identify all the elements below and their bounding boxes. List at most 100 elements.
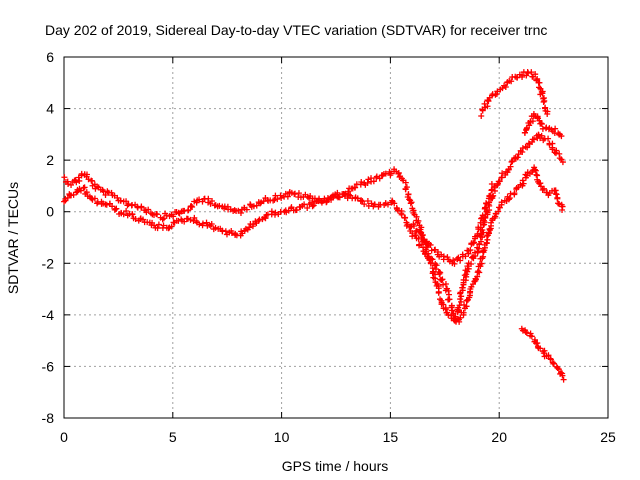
x-tick-label: 25 — [600, 429, 616, 445]
data-point — [528, 333, 535, 340]
data-point — [170, 213, 177, 220]
data-point — [160, 222, 167, 229]
data-point — [113, 205, 120, 212]
data-point — [165, 225, 172, 232]
data-point — [253, 202, 260, 209]
data-marks — [61, 68, 567, 383]
data-point — [370, 178, 377, 185]
y-tick-label: -2 — [42, 255, 55, 271]
data-point — [68, 181, 75, 188]
data-point — [531, 166, 538, 173]
data-point — [271, 196, 278, 203]
data-point — [255, 217, 262, 224]
data-point — [209, 198, 216, 205]
data-point — [391, 200, 398, 207]
data-point — [460, 309, 467, 316]
data-point — [533, 340, 540, 347]
data-point — [525, 70, 532, 77]
data-point — [458, 298, 465, 305]
data-point — [438, 277, 445, 284]
data-point — [336, 194, 343, 201]
data-point — [332, 191, 339, 198]
data-point — [468, 261, 475, 268]
y-tick-label: -4 — [42, 307, 55, 323]
data-point — [358, 178, 365, 185]
data-point — [451, 260, 458, 267]
data-point — [120, 211, 127, 218]
data-point — [387, 170, 394, 177]
data-point — [439, 276, 446, 283]
series-trace-e — [521, 110, 565, 140]
data-point — [496, 178, 503, 185]
data-point — [547, 356, 554, 363]
data-point — [519, 177, 526, 184]
y-tick-label: 0 — [46, 204, 54, 220]
data-point — [538, 132, 545, 139]
data-point — [541, 185, 548, 192]
data-point — [65, 180, 72, 187]
data-point — [159, 216, 166, 223]
data-point — [507, 163, 514, 170]
data-point — [432, 266, 439, 273]
data-point — [364, 198, 371, 205]
data-point — [554, 365, 561, 372]
data-point — [83, 189, 90, 196]
data-point — [546, 141, 553, 148]
series-trace-a — [61, 131, 566, 325]
data-point — [459, 284, 466, 291]
x-tick-label: 15 — [383, 429, 399, 445]
data-point — [506, 195, 513, 202]
data-point — [125, 201, 132, 208]
data-point — [228, 229, 235, 236]
series-trace-c — [408, 180, 495, 267]
data-point — [476, 269, 483, 276]
data-point — [522, 329, 529, 336]
series-trace-f — [518, 325, 567, 383]
data-point — [511, 190, 518, 197]
data-point — [508, 158, 515, 165]
data-point — [435, 289, 442, 296]
data-point — [155, 221, 162, 228]
data-point — [479, 247, 486, 254]
data-point — [454, 255, 461, 262]
data-point — [249, 223, 256, 230]
data-point — [364, 180, 371, 187]
data-point — [361, 201, 368, 208]
data-point — [513, 74, 520, 81]
data-point — [555, 366, 562, 373]
data-point — [102, 192, 109, 199]
data-point — [293, 206, 300, 213]
data-point — [457, 257, 464, 264]
data-point — [187, 216, 194, 223]
data-point — [80, 184, 87, 191]
data-point — [538, 120, 545, 127]
data-point — [295, 190, 302, 197]
series-trace-d — [478, 68, 551, 119]
data-point — [545, 352, 552, 359]
y-tick-label: 4 — [46, 101, 54, 117]
data-point — [272, 192, 279, 199]
data-point — [442, 280, 449, 287]
data-point — [496, 204, 503, 211]
data-point — [274, 196, 281, 203]
data-point — [555, 200, 562, 207]
data-point — [216, 202, 223, 209]
data-point — [401, 215, 408, 222]
data-point — [154, 225, 161, 232]
data-point — [181, 218, 188, 225]
data-point — [464, 263, 471, 270]
data-point — [514, 154, 521, 161]
data-point — [483, 200, 490, 207]
data-point — [519, 73, 526, 80]
data-point — [437, 269, 444, 276]
data-point — [278, 195, 285, 202]
data-point — [482, 211, 489, 218]
data-point — [486, 193, 493, 200]
data-point — [208, 221, 215, 228]
data-point — [463, 297, 470, 304]
data-point — [446, 296, 453, 303]
axis-ticks: 0 5 10 15 20 25 -8 -6 -4 -2 0 2 4 6 — [42, 49, 616, 445]
data-point — [540, 98, 547, 105]
data-point — [288, 204, 295, 211]
